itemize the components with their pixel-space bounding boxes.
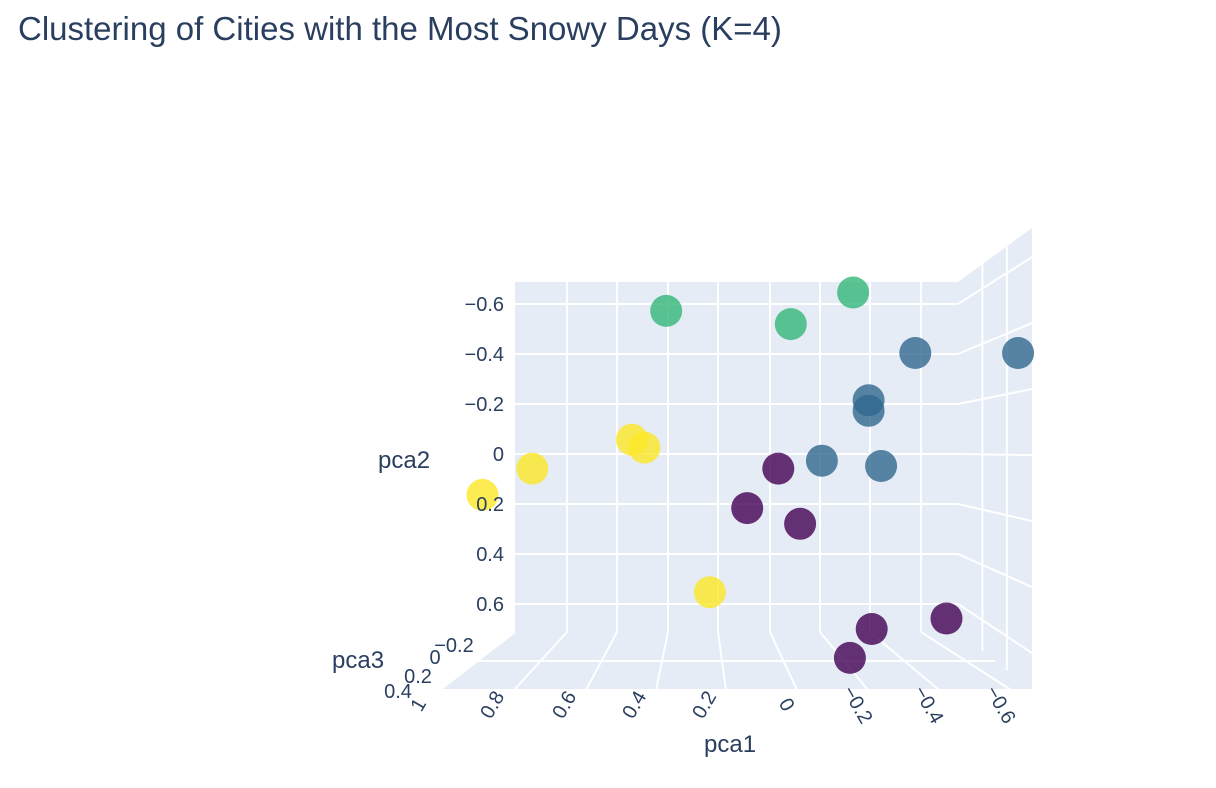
side-grid-line — [957, 503, 1033, 523]
z-tick-label: 0.2 — [404, 666, 432, 688]
x-tick-label: 0.2 — [688, 687, 721, 722]
data-point-cluster-3[interactable] — [516, 452, 549, 485]
y-tick-label: 0 — [493, 444, 504, 466]
data-point-cluster-1[interactable] — [1002, 337, 1035, 369]
x-tick-label: 0 — [774, 695, 799, 716]
side-grid — [957, 246, 1033, 671]
data-point-cluster-3[interactable] — [466, 478, 499, 511]
x-axis-label: pca1 — [704, 731, 756, 758]
side-grid-line — [957, 553, 1033, 588]
z-tick-label: 0 — [429, 647, 440, 669]
data-point-cluster-1[interactable] — [805, 444, 838, 477]
data-points — [466, 276, 1035, 674]
data-point-cluster-2[interactable] — [774, 308, 807, 341]
data-point-cluster-0[interactable] — [833, 641, 866, 674]
z-axis-label: pca3 — [332, 647, 384, 674]
x-tick-label: 0.4 — [618, 687, 651, 722]
data-point-cluster-1[interactable] — [865, 450, 898, 482]
y-tick-label: −0.2 — [465, 394, 504, 416]
side-grid-line — [957, 322, 1033, 355]
chart-title: Clustering of Cities with the Most Snowy… — [18, 10, 782, 47]
side-grid-line — [957, 603, 1033, 654]
data-point-cluster-1[interactable] — [852, 394, 885, 427]
side-grid-line — [957, 388, 1033, 405]
y-tick-label: −0.6 — [465, 294, 504, 316]
data-point-cluster-0[interactable] — [762, 452, 795, 485]
data-point-cluster-3[interactable] — [693, 576, 726, 609]
y-axis-label: pca2 — [378, 447, 430, 474]
y-axis-ticks: −0.6 −0.4 −0.2 0 0.2 0.4 0.6 — [465, 294, 504, 616]
z-axis-ticks: −0.200.20.4 — [384, 635, 474, 703]
y-tick-label: −0.4 — [465, 344, 504, 366]
y-tick-label: 0.6 — [476, 594, 504, 616]
data-point-cluster-2[interactable] — [837, 276, 870, 309]
floor-grid — [439, 631, 1032, 691]
side-grid-line — [957, 256, 1033, 305]
z-tick-label: 0.4 — [384, 681, 412, 703]
x-tick-label: 0.6 — [548, 687, 581, 722]
data-point-cluster-3[interactable] — [628, 431, 661, 464]
side-grid-line — [957, 453, 1033, 457]
data-point-cluster-0[interactable] — [731, 492, 764, 525]
data-point-cluster-1[interactable] — [899, 337, 932, 369]
data-point-cluster-0[interactable] — [930, 602, 963, 635]
data-point-cluster-0[interactable] — [855, 613, 888, 645]
data-point-cluster-0[interactable] — [784, 507, 817, 540]
y-tick-label: 0.2 — [476, 494, 504, 516]
z-tick-label: −0.2 — [434, 635, 473, 657]
data-point-cluster-2[interactable] — [650, 294, 683, 327]
y-tick-label: 0.4 — [476, 544, 504, 566]
x-tick-label: 0.8 — [476, 687, 509, 722]
